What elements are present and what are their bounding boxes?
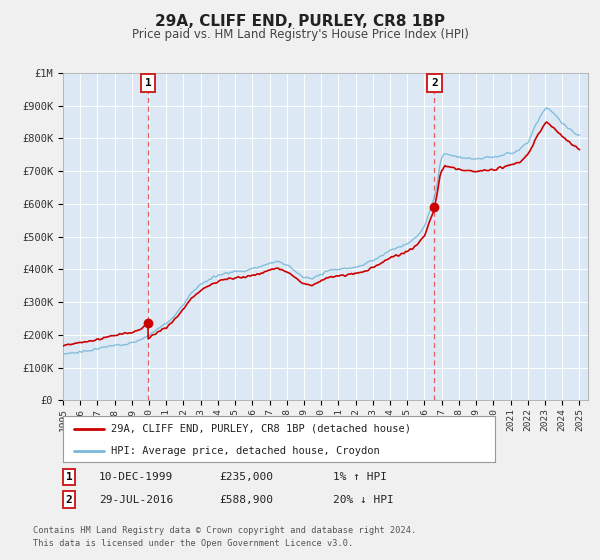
Text: 1: 1	[65, 472, 73, 482]
Text: £235,000: £235,000	[219, 472, 273, 482]
Text: 1% ↑ HPI: 1% ↑ HPI	[333, 472, 387, 482]
Text: 29A, CLIFF END, PURLEY, CR8 1BP (detached house): 29A, CLIFF END, PURLEY, CR8 1BP (detache…	[110, 424, 410, 434]
Text: Price paid vs. HM Land Registry's House Price Index (HPI): Price paid vs. HM Land Registry's House …	[131, 28, 469, 41]
Text: 2: 2	[431, 78, 438, 87]
Text: HPI: Average price, detached house, Croydon: HPI: Average price, detached house, Croy…	[110, 446, 379, 455]
Text: 29A, CLIFF END, PURLEY, CR8 1BP: 29A, CLIFF END, PURLEY, CR8 1BP	[155, 14, 445, 29]
Text: 1: 1	[145, 78, 152, 87]
Text: 20% ↓ HPI: 20% ↓ HPI	[333, 494, 394, 505]
Text: This data is licensed under the Open Government Licence v3.0.: This data is licensed under the Open Gov…	[33, 539, 353, 548]
Text: 29-JUL-2016: 29-JUL-2016	[99, 494, 173, 505]
Text: 2: 2	[65, 494, 73, 505]
Text: £588,900: £588,900	[219, 494, 273, 505]
Text: 10-DEC-1999: 10-DEC-1999	[99, 472, 173, 482]
Text: Contains HM Land Registry data © Crown copyright and database right 2024.: Contains HM Land Registry data © Crown c…	[33, 526, 416, 535]
